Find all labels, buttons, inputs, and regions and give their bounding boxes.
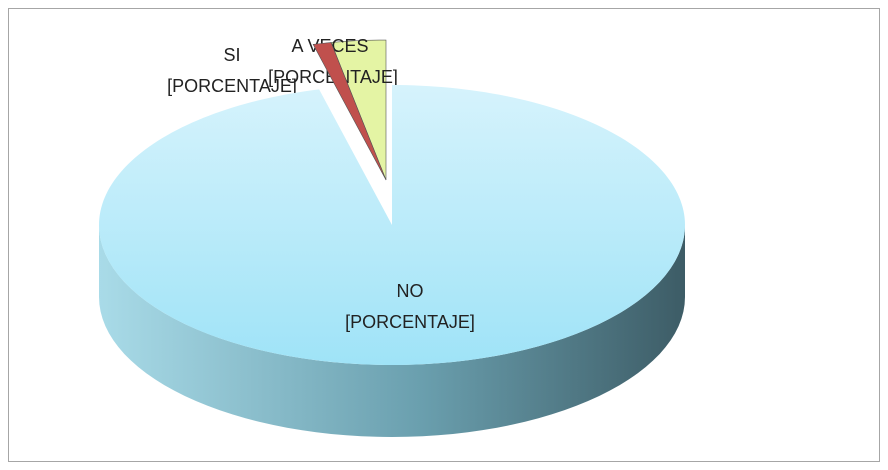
- slice-value-label: [PORCENTAJE]: [167, 76, 297, 96]
- pie-slice: [99, 85, 685, 365]
- pie-slice: [312, 42, 387, 181]
- pie-side: [99, 225, 685, 437]
- slice-label: SI: [223, 45, 240, 65]
- slice-label: NO: [397, 281, 424, 301]
- slice-value-label: [PORCENTAJE]: [345, 312, 475, 332]
